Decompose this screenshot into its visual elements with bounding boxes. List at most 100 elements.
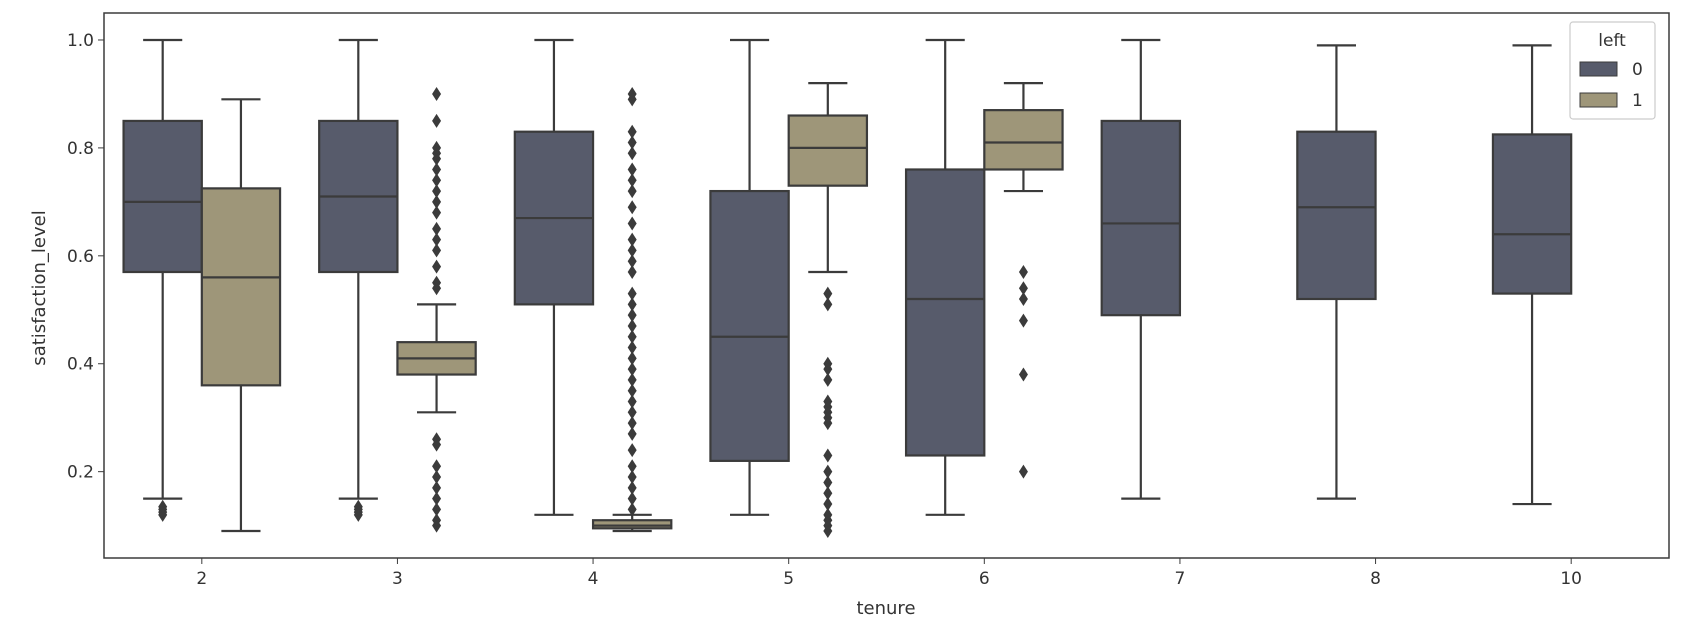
box-group-1-tenure-5 xyxy=(787,82,869,539)
outlier-point xyxy=(432,205,442,220)
outlier-point xyxy=(1018,464,1028,479)
outlier-point xyxy=(432,275,442,290)
y-tick-labels: 0.2 0.4 0.6 0.8 1.0 xyxy=(67,31,104,483)
outlier-point xyxy=(627,340,637,355)
outlier-point xyxy=(823,464,833,479)
y-tick-label: 0.6 xyxy=(67,247,94,267)
outlier-point xyxy=(627,470,637,485)
outlier-point xyxy=(627,162,637,177)
outlier-point xyxy=(627,443,637,458)
x-tick-label: 3 xyxy=(392,569,403,589)
outlier-point xyxy=(627,254,637,269)
outlier-point xyxy=(627,372,637,387)
box-iqr xyxy=(1491,133,1573,295)
box-group-1-tenure-3 xyxy=(396,86,477,533)
y-tick-label: 0.8 xyxy=(67,139,94,159)
outlier-point xyxy=(627,308,637,323)
outlier-point xyxy=(627,318,637,333)
outlier-point xyxy=(627,383,637,398)
outlier-point xyxy=(627,135,637,150)
outlier-point xyxy=(823,394,833,409)
outlier-point xyxy=(1018,313,1028,328)
outlier-point xyxy=(432,432,442,447)
outlier-point xyxy=(432,480,442,495)
outlier-point xyxy=(432,491,442,506)
box-group-1-tenure-6 xyxy=(983,82,1064,479)
outlier-point xyxy=(627,146,637,161)
box-group-1-tenure-4 xyxy=(591,86,673,533)
outlier-point xyxy=(627,265,637,280)
outlier-point xyxy=(432,221,442,236)
outlier-point xyxy=(627,184,637,199)
legend-title: left xyxy=(1598,31,1626,51)
outlier-point xyxy=(823,486,833,501)
x-tick-label: 2 xyxy=(196,569,207,589)
outlier-point xyxy=(627,86,637,101)
y-tick-label: 1.0 xyxy=(67,31,94,51)
outlier-point xyxy=(432,470,442,485)
x-tick-label: 4 xyxy=(588,569,599,589)
x-tick-labels: 2 3 4 5 6 7 8 10 xyxy=(196,558,1582,589)
box-group-0-tenure-3 xyxy=(318,38,399,522)
outlier-point xyxy=(627,416,637,431)
outlier-point xyxy=(823,297,833,312)
outlier-point xyxy=(432,194,442,209)
box-group-0-tenure-7 xyxy=(1100,38,1182,500)
outlier-point xyxy=(432,243,442,258)
box-group-0-tenure-2 xyxy=(122,38,203,522)
box-iqr xyxy=(122,119,203,274)
outlier-point xyxy=(627,124,637,139)
outlier-point xyxy=(627,200,637,215)
outlier-point xyxy=(1018,265,1028,280)
outlier-point xyxy=(823,448,833,463)
box-group-0-tenure-8 xyxy=(1296,44,1377,500)
legend-label-1: 1 xyxy=(1632,91,1643,111)
box-group-1-tenure-2 xyxy=(200,98,282,533)
legend-swatch-0 xyxy=(1579,61,1618,77)
outlier-point xyxy=(432,259,442,274)
outlier-point xyxy=(823,507,833,522)
outlier-point xyxy=(627,502,637,517)
outlier-point xyxy=(1018,281,1028,296)
outlier-point xyxy=(432,502,442,517)
box-iqr xyxy=(787,114,869,187)
box-iqr xyxy=(591,519,673,530)
x-axis-title: tenure xyxy=(856,598,915,619)
outlier-point xyxy=(627,394,637,409)
outlier-point xyxy=(432,184,442,199)
box-iqr xyxy=(983,109,1064,171)
outlier-point xyxy=(627,216,637,231)
box-marks xyxy=(122,38,1573,539)
box-group-0-tenure-5 xyxy=(709,38,790,516)
outlier-point xyxy=(158,499,168,514)
outlier-point xyxy=(627,286,637,301)
box-iqr xyxy=(200,187,282,387)
legend: left 0 1 xyxy=(1569,21,1656,120)
box-group-0-tenure-10 xyxy=(1491,44,1573,506)
y-axis-title: satisfaction_level xyxy=(29,210,50,365)
outlier-point xyxy=(432,513,442,528)
outlier-point xyxy=(627,329,637,344)
outlier-point xyxy=(432,140,442,155)
x-tick-label: 8 xyxy=(1370,569,1381,589)
outlier-point xyxy=(627,173,637,188)
x-tick-label: 5 xyxy=(783,569,794,589)
x-tick-label: 10 xyxy=(1560,569,1582,589)
box-iqr xyxy=(1296,130,1377,301)
outlier-point xyxy=(627,480,637,495)
outlier-point xyxy=(432,232,442,247)
box-iqr xyxy=(1100,119,1182,317)
legend-swatch-1 xyxy=(1579,92,1618,108)
outlier-point xyxy=(627,405,637,420)
outlier-point xyxy=(432,459,442,474)
box-group-0-tenure-6 xyxy=(904,38,986,516)
plot-frame xyxy=(103,12,1670,559)
outlier-point xyxy=(353,499,363,514)
outlier-point xyxy=(627,351,637,366)
box-iqr xyxy=(709,189,790,462)
outlier-point xyxy=(627,232,637,247)
outlier-point xyxy=(823,475,833,490)
outlier-point xyxy=(823,356,833,371)
outlier-point xyxy=(823,286,833,301)
